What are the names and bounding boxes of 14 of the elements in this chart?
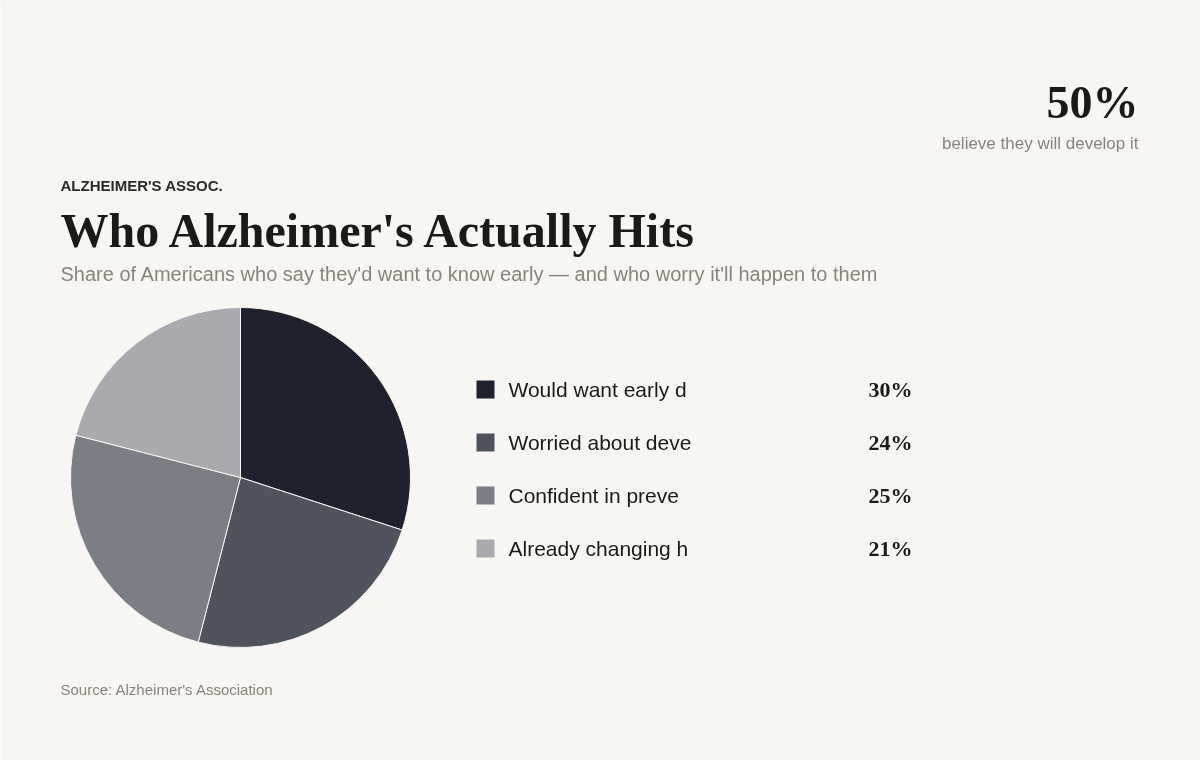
- legend-label: Already changing h: [508, 537, 689, 560]
- legend-label: Confident in preve: [508, 484, 679, 507]
- data-label: 30%: [868, 377, 913, 402]
- legend-label: Worried about deve: [508, 431, 692, 454]
- legend-label: Would want early d: [508, 378, 687, 401]
- text: ALZHEIMER'S ASSOC.: [60, 177, 223, 194]
- data-label: 21%: [868, 536, 913, 561]
- chart-subtitle: Share of Americans who say they'd want to know early — and who worry it'll happen to them: [60, 262, 878, 285]
- text: believe they will develop it: [941, 134, 1139, 153]
- data-label: 25%: [868, 483, 913, 508]
- text: 50%: [1046, 77, 1139, 128]
- data-label: 24%: [868, 430, 913, 455]
- chart-title: Who Alzheimer's Actually Hits: [60, 204, 694, 257]
- source-note: Source: Alzheimer's Association: [60, 681, 273, 698]
